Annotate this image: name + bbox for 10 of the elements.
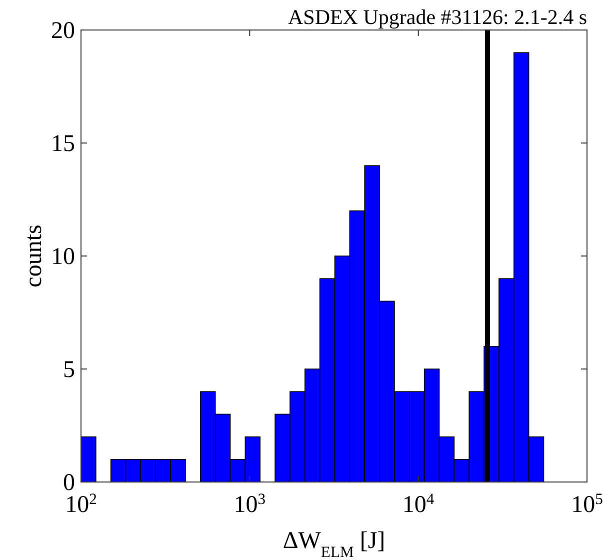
- x-axis-title: ΔW$_{ELM}$ [J]: [282, 528, 386, 560]
- chart-title: ASDEX Upgrade #31126: 2.1-2.4 s: [288, 5, 587, 29]
- y-tick-label: 20: [51, 18, 75, 44]
- y-tick-label: 10: [51, 244, 75, 270]
- x-tick-label: 10$^{4}$: [402, 490, 434, 518]
- y-tick-label: 5: [63, 357, 75, 383]
- y-tick-label: 15: [51, 131, 75, 157]
- x-tick-label: 10$^{3}$: [234, 490, 266, 518]
- y-axis-title: counts: [21, 224, 47, 288]
- x-tick-label: 10$^{5}$: [571, 490, 603, 518]
